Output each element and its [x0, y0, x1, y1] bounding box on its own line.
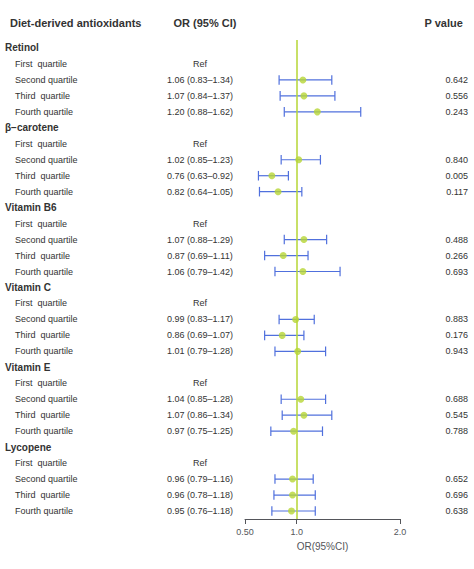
svg-text:OR(95%CI): OR(95%CI) [297, 541, 349, 552]
svg-text:Diet-derived antioxidants: Diet-derived antioxidants [10, 17, 141, 29]
svg-text:Ref: Ref [193, 139, 208, 149]
svg-text:2.0: 2.0 [394, 527, 407, 537]
svg-text:Ref: Ref [193, 59, 208, 69]
svg-text:1.07 (0.84–1.37): 1.07 (0.84–1.37) [167, 91, 233, 101]
svg-text:Second quartile: Second quartile [15, 155, 78, 165]
svg-text:0.883: 0.883 [445, 314, 468, 324]
svg-text:0.86 (0.69–1.07): 0.86 (0.69–1.07) [167, 330, 233, 340]
svg-text:1.06 (0.79–1.42): 1.06 (0.79–1.42) [167, 267, 233, 277]
svg-text:OR (95% CI): OR (95% CI) [174, 17, 237, 29]
svg-text:0.545: 0.545 [445, 410, 468, 420]
svg-text:0.50: 0.50 [236, 527, 254, 537]
svg-text:Third quartile: Third quartile [15, 171, 70, 181]
svg-text:First quartile: First quartile [15, 298, 67, 308]
svg-text:Second quartile: Second quartile [15, 235, 78, 245]
svg-text:Fourth quartile: Fourth quartile [15, 107, 73, 117]
svg-text:0.266: 0.266 [445, 251, 468, 261]
svg-text:1.04 (0.85–1.28): 1.04 (0.85–1.28) [167, 394, 233, 404]
svg-text:Lycopene: Lycopene [5, 442, 52, 453]
svg-text:First quartile: First quartile [15, 59, 67, 69]
svg-text:0.82 (0.64–1.05): 0.82 (0.64–1.05) [167, 187, 233, 197]
svg-text:First quartile: First quartile [15, 219, 67, 229]
svg-text:Third quartile: Third quartile [15, 490, 70, 500]
svg-text:Third quartile: Third quartile [15, 410, 70, 420]
svg-text:Ref: Ref [193, 298, 208, 308]
svg-text:0.696: 0.696 [445, 490, 468, 500]
svg-text:Fourth quartile: Fourth quartile [15, 506, 73, 516]
svg-text:0.96 (0.78–1.18): 0.96 (0.78–1.18) [167, 490, 233, 500]
svg-text:0.642: 0.642 [445, 75, 468, 85]
svg-text:0.652: 0.652 [445, 474, 468, 484]
svg-text:0.556: 0.556 [445, 91, 468, 101]
svg-text:Vitamin C: Vitamin C [5, 282, 51, 293]
svg-text:β−carotene: β−carotene [5, 122, 59, 133]
svg-text:0.96 (0.79–1.16): 0.96 (0.79–1.16) [167, 474, 233, 484]
svg-text:0.488: 0.488 [445, 235, 468, 245]
svg-text:Third quartile: Third quartile [15, 91, 70, 101]
svg-text:Third quartile: Third quartile [15, 330, 70, 340]
svg-text:Ref: Ref [193, 458, 208, 468]
svg-text:Ref: Ref [193, 219, 208, 229]
svg-text:0.840: 0.840 [445, 155, 468, 165]
svg-text:Ref: Ref [193, 378, 208, 388]
svg-text:1.07 (0.86–1.34): 1.07 (0.86–1.34) [167, 410, 233, 420]
svg-text:0.788: 0.788 [445, 426, 468, 436]
svg-text:0.005: 0.005 [445, 171, 468, 181]
svg-text:Fourth quartile: Fourth quartile [15, 346, 73, 356]
svg-text:1.07 (0.88–1.29): 1.07 (0.88–1.29) [167, 235, 233, 245]
svg-text:0.117: 0.117 [446, 187, 468, 197]
svg-text:Second quartile: Second quartile [15, 394, 78, 404]
svg-text:Fourth quartile: Fourth quartile [15, 267, 73, 277]
svg-text:1.02 (0.85–1.23): 1.02 (0.85–1.23) [167, 155, 233, 165]
svg-text:Second quartile: Second quartile [15, 474, 78, 484]
svg-text:P value: P value [424, 17, 462, 29]
svg-text:0.693: 0.693 [445, 267, 468, 277]
svg-text:Fourth quartile: Fourth quartile [15, 426, 73, 436]
svg-text:Retinol: Retinol [5, 42, 39, 53]
svg-text:0.95 (0.76–1.18): 0.95 (0.76–1.18) [167, 506, 233, 516]
svg-text:0.76 (0.63–0.92): 0.76 (0.63–0.92) [167, 171, 233, 181]
svg-text:1.0: 1.0 [290, 527, 303, 537]
svg-text:0.99 (0.83–1.17): 0.99 (0.83–1.17) [167, 314, 233, 324]
svg-text:0.943: 0.943 [445, 346, 468, 356]
svg-text:First quartile: First quartile [15, 378, 67, 388]
svg-text:0.688: 0.688 [445, 394, 468, 404]
svg-text:0.243: 0.243 [445, 107, 468, 117]
svg-text:1.01 (0.79–1.28): 1.01 (0.79–1.28) [167, 346, 233, 356]
svg-text:1.06 (0.83–1.34): 1.06 (0.83–1.34) [167, 75, 233, 85]
svg-text:Vitamin B6: Vitamin B6 [5, 202, 57, 213]
svg-text:0.87 (0.69–1.11): 0.87 (0.69–1.11) [167, 251, 232, 261]
svg-text:Second quartile: Second quartile [15, 314, 78, 324]
svg-text:Second quartile: Second quartile [15, 75, 78, 85]
svg-text:First quartile: First quartile [15, 139, 67, 149]
svg-text:First quartile: First quartile [15, 458, 67, 468]
svg-text:0.97 (0.75–1.25): 0.97 (0.75–1.25) [167, 426, 233, 436]
svg-text:Third quartile: Third quartile [15, 251, 70, 261]
svg-text:Vitamin E: Vitamin E [5, 362, 51, 373]
svg-text:Fourth quartile: Fourth quartile [15, 187, 73, 197]
svg-text:0.638: 0.638 [445, 506, 468, 516]
svg-text:1.20 (0.88–1.62): 1.20 (0.88–1.62) [167, 107, 233, 117]
svg-text:0.176: 0.176 [445, 330, 468, 340]
